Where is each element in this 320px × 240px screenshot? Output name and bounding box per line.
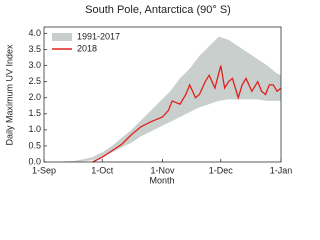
legend-label: 2018 <box>77 43 97 53</box>
chart: South Pole, Antarctica (90° S) Month Dai… <box>4 4 293 185</box>
x-tick-label: 1-Sep <box>32 165 56 175</box>
x-tick-label: 1-Oct <box>91 165 114 175</box>
legend-swatch <box>52 33 72 41</box>
x-tick-label: 1-Dec <box>209 165 234 175</box>
y-tick-label: 3.5 <box>28 44 41 54</box>
x-tick-label: 1-Nov <box>150 165 175 175</box>
y-tick-label: 0.0 <box>28 156 41 166</box>
y-tick-label: 2.0 <box>28 92 41 102</box>
y-tick-label: 1.0 <box>28 124 41 134</box>
x-tick-label: 1-Jan <box>270 165 293 175</box>
y-axis-label: Daily Maximum UV Index <box>4 44 14 146</box>
legend-label: 1991-2017 <box>77 31 120 41</box>
y-tick-label: 2.5 <box>28 76 41 86</box>
line <box>92 65 282 163</box>
y-tick-label: 3.0 <box>28 60 41 70</box>
y-tick-label: 4.0 <box>28 28 41 38</box>
y-tick-label: 1.5 <box>28 108 41 118</box>
chart-title: South Pole, Antarctica (90° S) <box>85 4 231 16</box>
range-band <box>63 36 281 163</box>
x-axis-label: Month <box>149 175 174 185</box>
y-tick-label: 0.5 <box>28 140 41 150</box>
